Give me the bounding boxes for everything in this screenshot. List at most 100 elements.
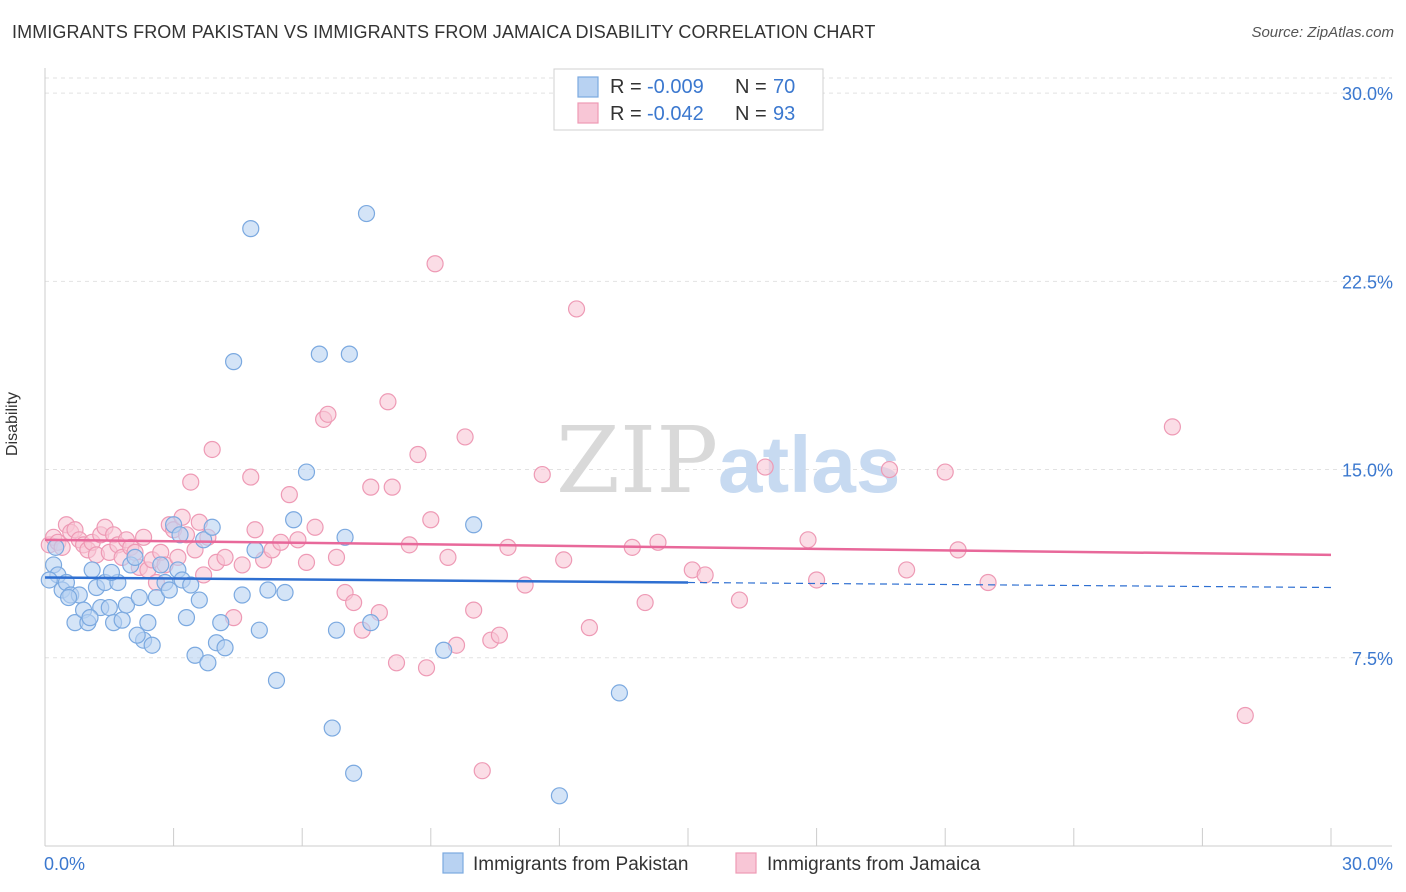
pakistan-point bbox=[81, 609, 99, 627]
legend-n-value: 93 bbox=[773, 103, 795, 125]
jamaica-point bbox=[327, 548, 346, 566]
y-tick-label: 7.5% bbox=[1352, 649, 1393, 669]
jamaica-point bbox=[898, 561, 916, 579]
jamaica-point bbox=[383, 478, 401, 496]
jamaica-point bbox=[216, 548, 234, 566]
jamaica-point bbox=[1163, 418, 1181, 436]
legend-swatch-pakistan bbox=[577, 76, 599, 98]
jamaica-point bbox=[345, 593, 363, 612]
source-label: Source: ZipAtlas.com bbox=[1251, 24, 1394, 41]
pakistan-point bbox=[336, 528, 354, 546]
chart-title: IMMIGRANTS FROM PAKISTAN VS IMMIGRANTS F… bbox=[12, 22, 876, 42]
pakistan-point bbox=[242, 220, 260, 238]
pakistan-point bbox=[113, 611, 131, 629]
jamaica-point bbox=[580, 619, 599, 637]
pakistan-points bbox=[40, 204, 629, 805]
jamaica-point bbox=[636, 593, 654, 612]
pakistan-point bbox=[435, 641, 453, 659]
tick-labels: 7.5% 15.0% 22.5% 30.0% 0.0% 30.0% bbox=[44, 84, 1393, 874]
bottom-legend-swatch-pakistan bbox=[442, 852, 464, 874]
pakistan-point bbox=[203, 518, 221, 536]
legend-n-label: N = bbox=[735, 76, 767, 98]
pakistan-point bbox=[139, 614, 157, 632]
pakistan-point bbox=[310, 345, 328, 363]
pakistan-point bbox=[246, 541, 264, 559]
legend-r-label: R = bbox=[610, 103, 642, 125]
jamaica-point bbox=[499, 538, 517, 556]
watermark: ZIP atlas bbox=[556, 407, 900, 514]
pakistan-point bbox=[100, 598, 118, 617]
pakistan-point bbox=[130, 588, 148, 607]
legend-r-value: -0.009 bbox=[647, 76, 704, 98]
jamaica-point bbox=[516, 576, 534, 594]
pakistan-point bbox=[233, 586, 251, 604]
pakistan-point bbox=[126, 548, 144, 566]
pakistan-point bbox=[117, 596, 136, 614]
jamaica-point bbox=[465, 601, 483, 619]
jamaica-point bbox=[555, 551, 573, 569]
jamaica-point bbox=[134, 528, 153, 546]
pakistan-point bbox=[143, 636, 161, 654]
jamaica-point bbox=[417, 659, 436, 677]
pakistan-point bbox=[59, 588, 78, 607]
pakistan-point bbox=[285, 511, 303, 529]
jamaica-point bbox=[319, 405, 337, 423]
jamaica-point bbox=[490, 626, 508, 644]
axes bbox=[44, 68, 1392, 847]
pakistan-point bbox=[40, 571, 58, 589]
pakistan-point bbox=[83, 561, 101, 579]
jamaica-point bbox=[936, 463, 954, 481]
jamaica-point bbox=[979, 573, 997, 592]
jamaica-point bbox=[799, 531, 817, 549]
legend-box: R = -0.009 N = 70 R = -0.042 N = 93 bbox=[553, 68, 824, 131]
jamaica-point bbox=[567, 300, 586, 318]
jamaica-point bbox=[233, 556, 251, 574]
trend-lines bbox=[44, 538, 1332, 589]
pakistan-point bbox=[267, 671, 286, 689]
watermark-atlas: atlas bbox=[718, 420, 900, 509]
y-tick-label: 15.0% bbox=[1342, 461, 1393, 481]
pakistan-point bbox=[152, 556, 170, 574]
jamaica-point bbox=[880, 460, 899, 479]
watermark-zip: ZIP bbox=[556, 407, 718, 514]
jamaica-point bbox=[456, 428, 474, 446]
jamaica-point bbox=[280, 486, 298, 504]
pakistan-point bbox=[297, 463, 316, 481]
pakistan-point bbox=[171, 526, 189, 544]
pakistan-point bbox=[199, 654, 217, 672]
jamaica-trend-line bbox=[44, 538, 1332, 557]
jamaica-point bbox=[182, 473, 200, 491]
pakistan-point bbox=[186, 646, 204, 664]
jamaica-point bbox=[387, 654, 406, 672]
jamaica-point bbox=[203, 440, 221, 459]
y-tick-label: 22.5% bbox=[1342, 272, 1393, 292]
bottom-legend-jamaica: Immigrants from Jamaica bbox=[767, 854, 981, 875]
x-tick-label: 30.0% bbox=[1342, 854, 1393, 874]
jamaica-point bbox=[533, 465, 551, 484]
pakistan-point bbox=[362, 614, 380, 632]
pakistan-point bbox=[195, 531, 213, 549]
legend-swatch-jamaica bbox=[577, 102, 599, 124]
pakistan-trend-line-dashed bbox=[687, 581, 1332, 589]
jamaica-point bbox=[242, 468, 260, 486]
bottom-legend: Immigrants from Pakistan Immigrants from… bbox=[442, 852, 981, 875]
pakistan-point bbox=[610, 684, 629, 702]
jamaica-point bbox=[289, 531, 307, 549]
legend-r-value: -0.042 bbox=[647, 103, 704, 125]
pakistan-point bbox=[212, 614, 230, 632]
pakistan-point bbox=[327, 621, 346, 639]
pakistan-point bbox=[216, 639, 234, 657]
pakistan-point bbox=[323, 719, 341, 737]
jamaica-point bbox=[362, 478, 380, 496]
pakistan-point bbox=[102, 563, 121, 582]
pakistan-point bbox=[225, 353, 243, 371]
jamaica-points bbox=[40, 255, 1254, 780]
pakistan-point bbox=[465, 516, 483, 534]
pakistan-point bbox=[250, 621, 268, 639]
jamaica-point bbox=[807, 571, 826, 589]
legend-n-value: 70 bbox=[773, 76, 795, 98]
pakistan-point bbox=[128, 626, 146, 644]
jamaica-point bbox=[426, 255, 444, 273]
pakistan-point bbox=[47, 538, 65, 556]
